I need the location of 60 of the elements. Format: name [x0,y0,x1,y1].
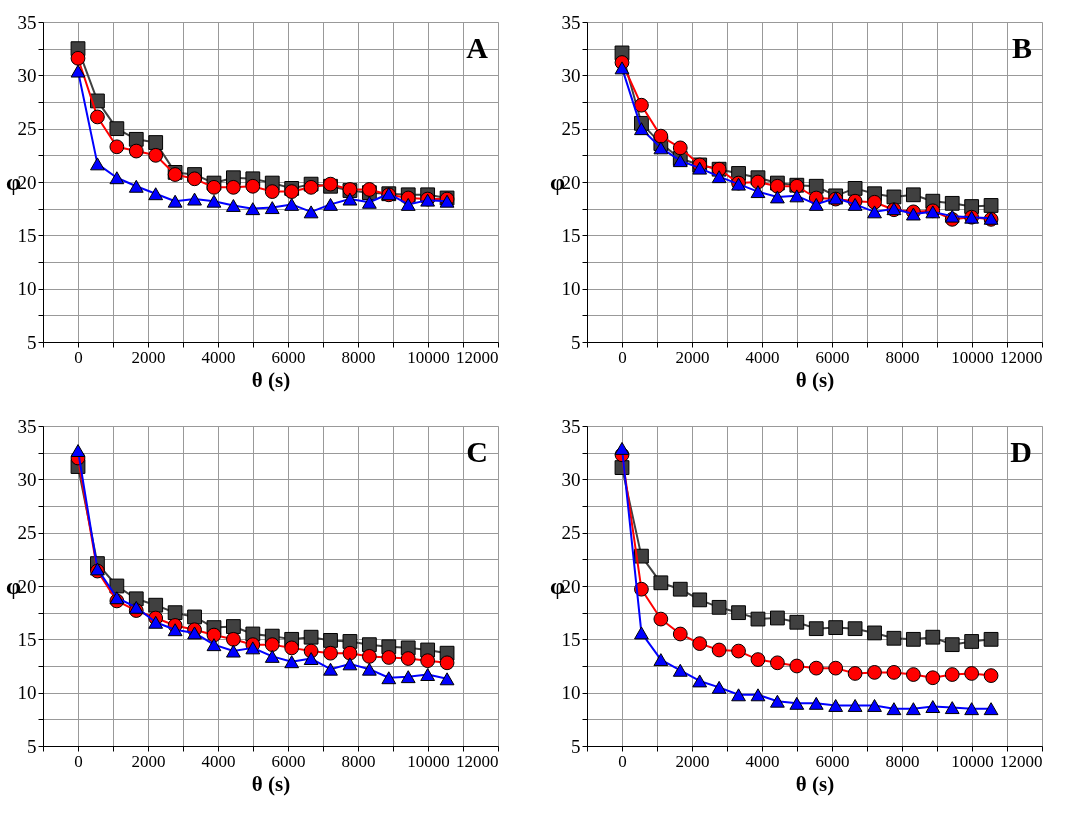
y-tick-label: 25 [561,522,581,544]
x-tick-label: 12000 [456,347,499,367]
x-tick-label: 0 [618,347,627,367]
y-tick-label: 30 [17,64,37,86]
x-tick-label: 0 [74,751,83,771]
annotation: C [466,435,488,468]
x-tick-label: 0 [618,751,627,771]
x-tick-label: 8000 [341,751,376,771]
y-tick-label: 15 [17,628,37,650]
x-tick-label: 6000 [271,347,306,367]
x-tick-label: 10000 [951,347,994,367]
y-tick-label: 10 [561,682,581,704]
x-axis-title: θ (s) [251,367,291,392]
y-tick-label: 5 [571,735,581,757]
x-tick-label: 4000 [745,347,780,367]
y-tick-label: 10 [17,682,37,704]
y-tick-label: 25 [17,522,37,544]
x-tick-label: 10000 [951,751,994,771]
y-tick-label: 25 [17,118,37,140]
x-tick-label: 4000 [201,751,236,771]
y-tick-label: 30 [17,468,37,490]
y-tick-label: 25 [561,118,581,140]
y-tick-label: 35 [561,415,581,437]
y-tick-label: 30 [561,64,581,86]
x-tick-label: 0 [74,347,83,367]
x-tick-label: 4000 [745,751,780,771]
x-tick-label: 2000 [675,347,710,367]
x-tick-label: 6000 [815,751,850,771]
x-tick-label: 12000 [1000,347,1043,367]
x-tick-label: 8000 [885,751,920,771]
x-tick-label: 10000 [407,347,450,367]
x-axis-title: θ (s) [251,771,291,796]
x-tick-label: 8000 [885,347,920,367]
x-tick-label: 6000 [271,751,306,771]
x-tick-label: 6000 [815,347,850,367]
x-tick-label: 12000 [456,751,499,771]
y-tick-label: 35 [17,11,37,33]
y-tick-label: 35 [17,415,37,437]
y-tick-label: 35 [561,11,581,33]
annotation: A [466,31,489,64]
y-tick-label: 15 [561,224,581,246]
x-tick-label: 12000 [1000,751,1043,771]
y-tick-label: 5 [27,331,37,353]
y-tick-label: 5 [571,331,581,353]
x-tick-label: 2000 [131,347,166,367]
y-tick-label: 30 [561,468,581,490]
y-tick-label: 15 [561,628,581,650]
annotation: D [1010,435,1032,468]
x-tick-label: 2000 [131,751,166,771]
x-tick-label: 10000 [407,751,450,771]
y-tick-label: 10 [17,278,37,300]
y-tick-label: 5 [27,735,37,757]
x-axis-title: θ (s) [795,771,835,796]
y-tick-label: 10 [561,278,581,300]
x-tick-label: 2000 [675,751,710,771]
y-tick-label: 15 [17,224,37,246]
x-tick-label: 4000 [201,347,236,367]
x-axis-title: θ (s) [795,367,835,392]
x-tick-label: 8000 [341,347,376,367]
annotation: B [1011,31,1032,64]
